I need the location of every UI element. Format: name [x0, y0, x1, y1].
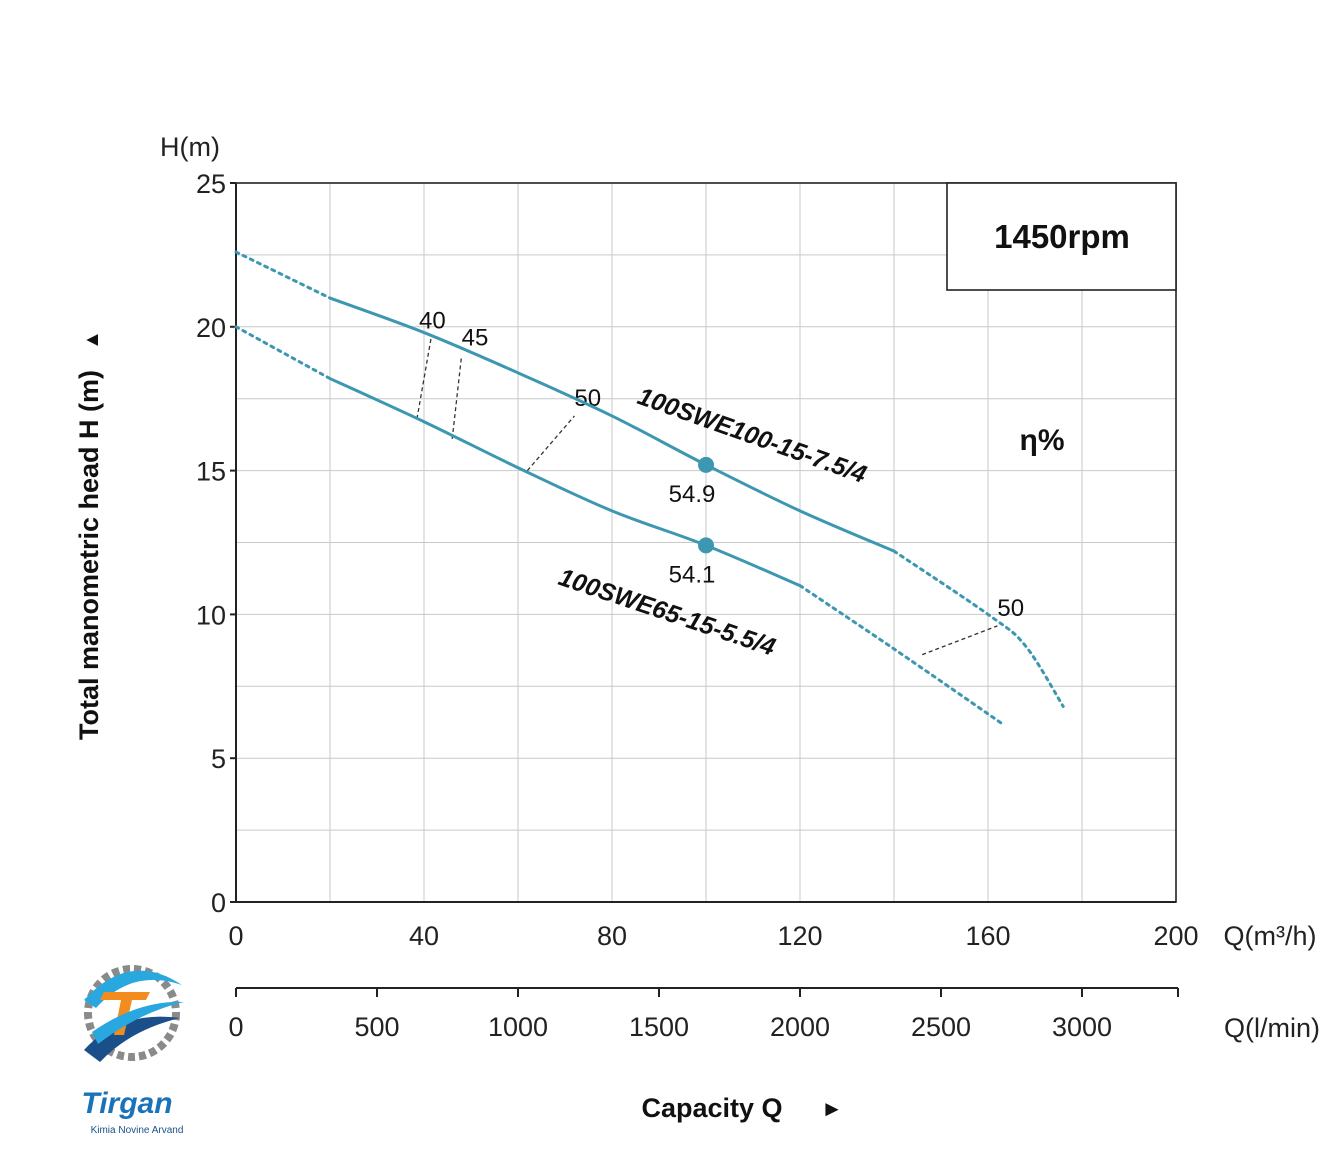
y-tick-label: 0	[211, 888, 226, 918]
x-tick-label: 200	[1153, 921, 1198, 951]
speed-label: 1450rpm	[994, 218, 1130, 255]
x-tick-label: 160	[965, 921, 1010, 951]
series-label-100SWE65: 100SWE65-15-5.5/4	[555, 563, 779, 661]
x2-ticks: 0 500 1000 1500 2000 2500 3000	[228, 988, 1179, 1042]
best-point-marker	[698, 537, 714, 554]
x-tick-label: 80	[597, 921, 627, 951]
x2-tick-label: 3000	[1052, 1012, 1112, 1042]
curve-dotted-start	[234, 325, 332, 381]
efficiency-label: 45	[462, 325, 489, 352]
x-tick-label: 0	[228, 921, 243, 951]
x2-tick-label: 1000	[488, 1012, 548, 1042]
efficiency-line	[451, 355, 463, 440]
efficiency-label: 50	[997, 595, 1024, 622]
best-point-label: 54.1	[669, 561, 716, 588]
x-axis-title: Capacity Q	[641, 1093, 782, 1123]
tirgan-logo: Tirgan Kimia Novine Arvand	[81, 965, 184, 1136]
x-tick-label: 40	[409, 921, 439, 951]
best-point-label: 54.9	[669, 481, 716, 508]
x2-tick-label: 500	[354, 1012, 399, 1042]
curve-dotted-end	[798, 584, 1004, 726]
y-axis-unit: H(m)	[160, 132, 220, 162]
y-tick-label: 20	[196, 313, 226, 343]
efficiency-label: η%	[1020, 424, 1065, 457]
x-axis-unit: Q(m³/h)	[1224, 921, 1317, 951]
y-tick-label: 5	[211, 744, 226, 774]
x2-axis-unit: Q(l/min)	[1224, 1013, 1320, 1043]
curve-dotted-end	[892, 549, 1065, 708]
x2-tick-label: 2500	[911, 1012, 971, 1042]
y-axis-arrow: ▲	[81, 330, 103, 350]
y-axis-title: Total manometric head H (m)	[74, 370, 104, 740]
y-tick-label: 10	[196, 600, 226, 630]
logo-name: Tirgan	[81, 1087, 172, 1120]
x2-tick-label: 1500	[629, 1012, 689, 1042]
curve-solid	[329, 377, 801, 588]
curve-solid	[329, 296, 895, 553]
x-ticks: 0 40 80 120 160 200	[228, 921, 1198, 951]
speed-box	[946, 182, 1177, 291]
x2-tick-label: 2000	[770, 1012, 830, 1042]
best-point-marker	[698, 456, 714, 473]
x2-tick-label: 0	[228, 1012, 243, 1042]
curve-dotted-start	[234, 250, 332, 300]
efficiency-line	[921, 625, 998, 656]
y-tick-label: 25	[196, 169, 226, 199]
y-ticks: 0 5 10 15 20 25	[196, 169, 236, 918]
efficiency-line	[526, 415, 575, 472]
y-tick-label: 15	[196, 457, 226, 487]
curves	[234, 250, 1065, 726]
efficiency-label: 40	[419, 307, 446, 334]
best-efficiency-points: 54.9 54.1	[669, 456, 716, 588]
x-tick-label: 120	[777, 921, 822, 951]
x-axis-arrow: ►	[821, 1096, 843, 1121]
logo-tagline: Kimia Novine Arvand	[91, 1125, 184, 1136]
